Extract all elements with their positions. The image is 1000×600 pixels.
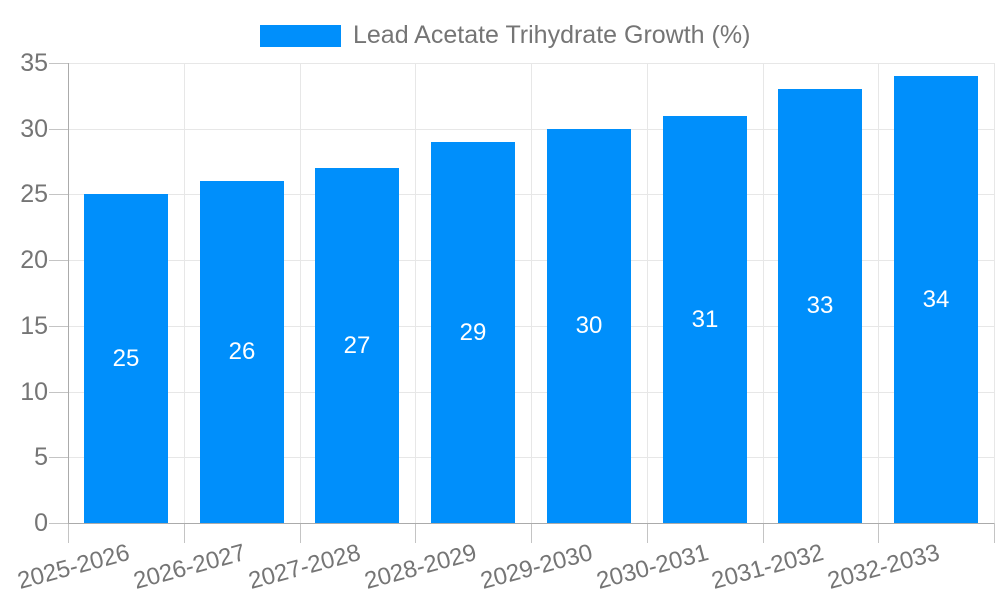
y-axis-label: 15 [20,312,48,340]
bar-value-label: 31 [691,306,719,333]
bar-value-label: 33 [806,292,834,319]
y-axis-tick [49,523,68,524]
x-axis-label: 2029-2030 [477,539,596,595]
gridline-vertical [184,63,185,523]
bar[interactable] [200,181,284,523]
x-axis-tick [878,523,879,543]
x-axis-tick [994,523,995,543]
bar[interactable] [778,89,862,523]
bar[interactable] [431,142,515,523]
x-axis-tick [647,523,648,543]
x-axis-tick [300,523,301,543]
x-axis-label: 2028-2029 [361,539,480,595]
bar[interactable] [315,168,399,523]
bar[interactable] [663,116,747,523]
gridline-vertical [415,63,416,523]
y-axis-tick [49,129,68,130]
x-axis-tick [184,523,185,543]
y-axis-tick [49,392,68,393]
y-axis-line [68,63,69,523]
y-axis-label: 30 [20,115,48,143]
legend-item[interactable]: Lead Acetate Trihydrate Growth (%) [260,21,750,50]
y-axis-label: 35 [20,49,48,77]
gridline-vertical [300,63,301,523]
gridline-vertical [878,63,879,523]
legend-marker [260,24,341,47]
x-axis-tick [415,523,416,543]
bar-value-label: 34 [922,286,950,313]
bar-value-label: 29 [459,319,487,346]
bar-value-label: 25 [112,345,140,372]
x-axis-tick [68,523,69,543]
y-axis-label: 5 [34,443,48,471]
y-axis-tick [49,63,68,64]
bar-value-label: 27 [343,332,371,359]
y-axis-tick [49,326,68,327]
bar[interactable] [84,194,168,523]
bar[interactable] [894,76,978,523]
y-axis-label: 20 [20,246,48,274]
bar-value-label: 30 [575,312,603,339]
x-axis-label: 2027-2028 [245,539,364,595]
x-axis-line [68,523,994,524]
x-axis-label: 2025-2026 [14,539,133,595]
y-axis-tick [49,457,68,458]
x-axis-label: 2032-2033 [824,539,943,595]
gridline-vertical [531,63,532,523]
x-axis-label: 2031-2032 [708,539,827,595]
legend-label: Lead Acetate Trihydrate Growth (%) [353,21,751,49]
gridline-vertical [647,63,648,523]
gridline-vertical [994,63,995,523]
x-axis-label: 2030-2031 [593,539,712,595]
y-axis-tick [49,260,68,261]
x-axis-tick [531,523,532,543]
y-axis-tick [49,194,68,195]
x-axis-tick [763,523,764,543]
y-axis-label: 0 [34,509,48,537]
bar-value-label: 26 [228,338,256,365]
y-axis-label: 10 [20,378,48,406]
x-axis-label: 2026-2027 [130,539,249,595]
y-axis-label: 25 [20,180,48,208]
bar[interactable] [547,129,631,523]
gridline-vertical [763,63,764,523]
